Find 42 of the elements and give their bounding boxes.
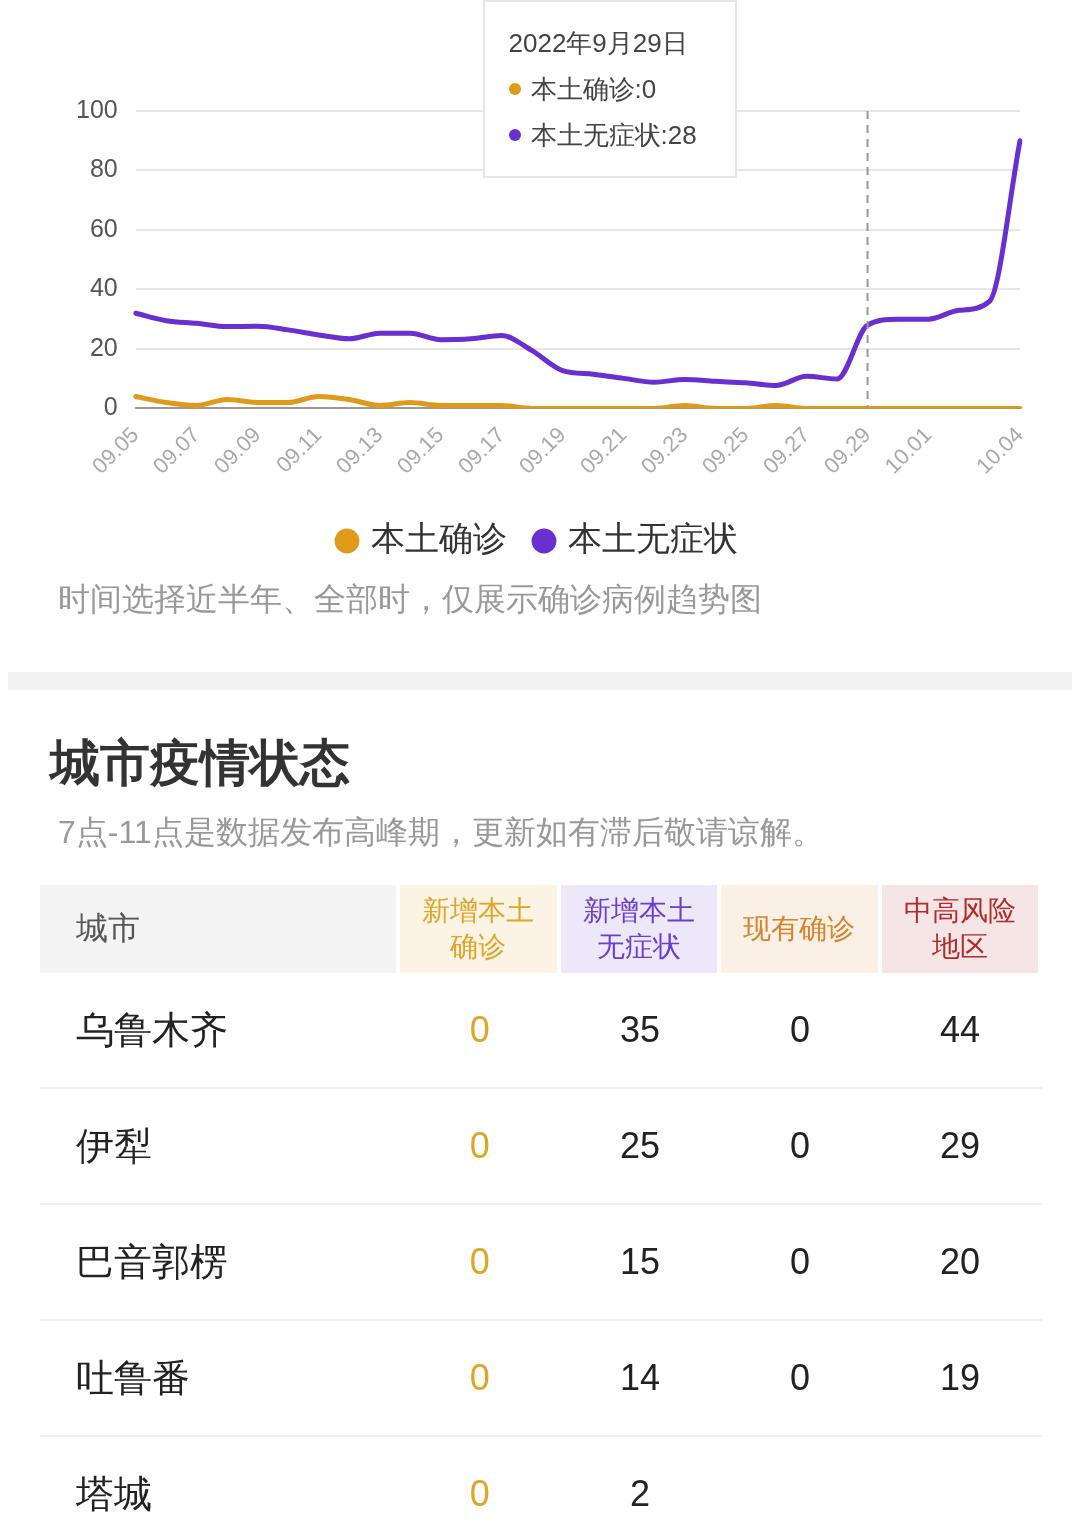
data-label: 0 — [468, 1241, 491, 1283]
y-tick-label: 0 — [103, 392, 118, 421]
data-label: 2 — [628, 1473, 651, 1515]
data-label: 29 — [938, 1125, 981, 1167]
y-tick-label: 80 — [89, 154, 118, 183]
data-label: 44 — [938, 1009, 981, 1051]
data-label: 0 — [468, 1473, 491, 1515]
data-label: 19 — [938, 1357, 981, 1399]
text: 2022年9月29日 — [508, 26, 688, 60]
y-tick-label: 伊犁 — [75, 1123, 153, 1169]
data-label: 14 — [618, 1357, 661, 1399]
y-tick-label: 巴音郭楞 — [75, 1239, 229, 1285]
data-label: 25 — [618, 1125, 661, 1167]
y-tick-label: 100 — [75, 94, 118, 123]
data-label: 0 — [788, 1125, 811, 1167]
y-tick-label: 40 — [89, 273, 118, 302]
text: 本土确诊:0 — [530, 72, 657, 106]
y-tick-label: 60 — [89, 213, 118, 242]
y-tick-label: 塔城 — [75, 1471, 153, 1517]
data-label: 0 — [468, 1009, 491, 1051]
x-tick-label: 新增本土无症状 — [560, 885, 718, 973]
text: 时间选择近半年、全部时，仅展示确诊病例趋势图 — [57, 580, 763, 619]
data-label: 0 — [788, 1009, 811, 1051]
x-tick-label: 新增本土确诊 — [400, 885, 557, 973]
x-tick-label: 现有确诊 — [721, 885, 878, 973]
legend-label: 本土确诊 — [371, 519, 507, 558]
data-label: 0 — [468, 1357, 491, 1399]
chart-title: 城市疫情状态 — [47, 734, 351, 793]
data-label: 0 — [788, 1357, 811, 1399]
data-label: 20 — [938, 1241, 981, 1283]
y-tick-label: 20 — [89, 332, 118, 361]
y-axis-title: 城市 — [40, 885, 397, 973]
chart-subtitle: 7点-11点是数据发布高峰期，更新如有滞后敬请谅解。 — [57, 813, 825, 852]
y-tick-label: 吐鲁番 — [75, 1355, 191, 1401]
annotation: 本土无症状:28 — [530, 118, 697, 152]
legend-label: 本土无症状 — [568, 519, 738, 558]
data-label: 15 — [618, 1241, 661, 1283]
data-label: 0 — [468, 1125, 491, 1167]
y-tick-label: 乌鲁木齐 — [75, 1007, 229, 1053]
x-tick-label: 中高风险地区 — [881, 885, 1038, 973]
data-label: 35 — [618, 1009, 661, 1051]
data-label: 0 — [788, 1241, 811, 1283]
